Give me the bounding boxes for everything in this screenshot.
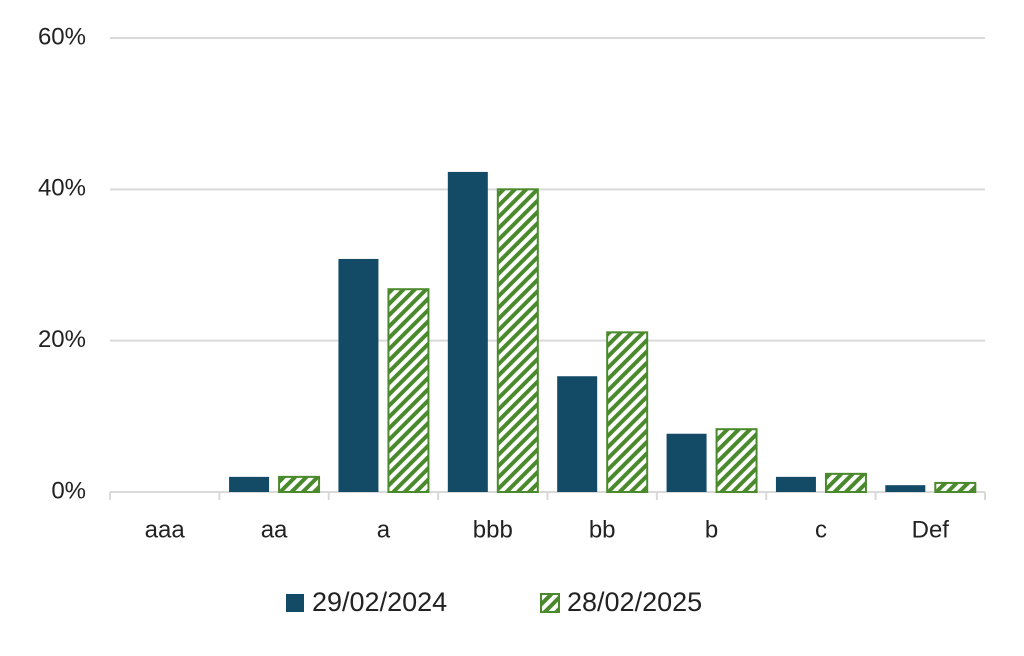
x-tick-label: Def (912, 516, 950, 543)
y-tick-label: 60% (38, 23, 86, 50)
bar (229, 476, 270, 492)
legend-swatch (286, 594, 304, 612)
bar (338, 258, 379, 492)
x-tick-label: bb (589, 516, 616, 543)
bar (557, 376, 598, 492)
y-tick-label: 40% (38, 175, 86, 202)
x-tick-label: aaa (145, 516, 186, 543)
bar (606, 331, 649, 493)
bar (278, 475, 321, 494)
x-tick-label: bbb (473, 516, 513, 543)
bar (666, 433, 707, 492)
x-tick-label: a (377, 516, 391, 543)
bar (715, 428, 758, 493)
legend-swatch (540, 593, 560, 613)
bar (824, 472, 867, 493)
bar (934, 481, 977, 494)
x-tick-label: aa (261, 516, 288, 543)
x-tick-label: b (705, 516, 718, 543)
y-tick-label: 20% (38, 326, 86, 353)
bar (496, 188, 539, 493)
bar (885, 485, 926, 492)
y-tick-label: 0% (51, 477, 86, 504)
legend-text: 28/02/2025 (567, 587, 702, 617)
legend-text: 29/02/2024 (312, 587, 447, 617)
bar (387, 288, 430, 494)
bar (775, 476, 816, 492)
bar (447, 171, 488, 492)
x-tick-label: c (815, 516, 827, 543)
